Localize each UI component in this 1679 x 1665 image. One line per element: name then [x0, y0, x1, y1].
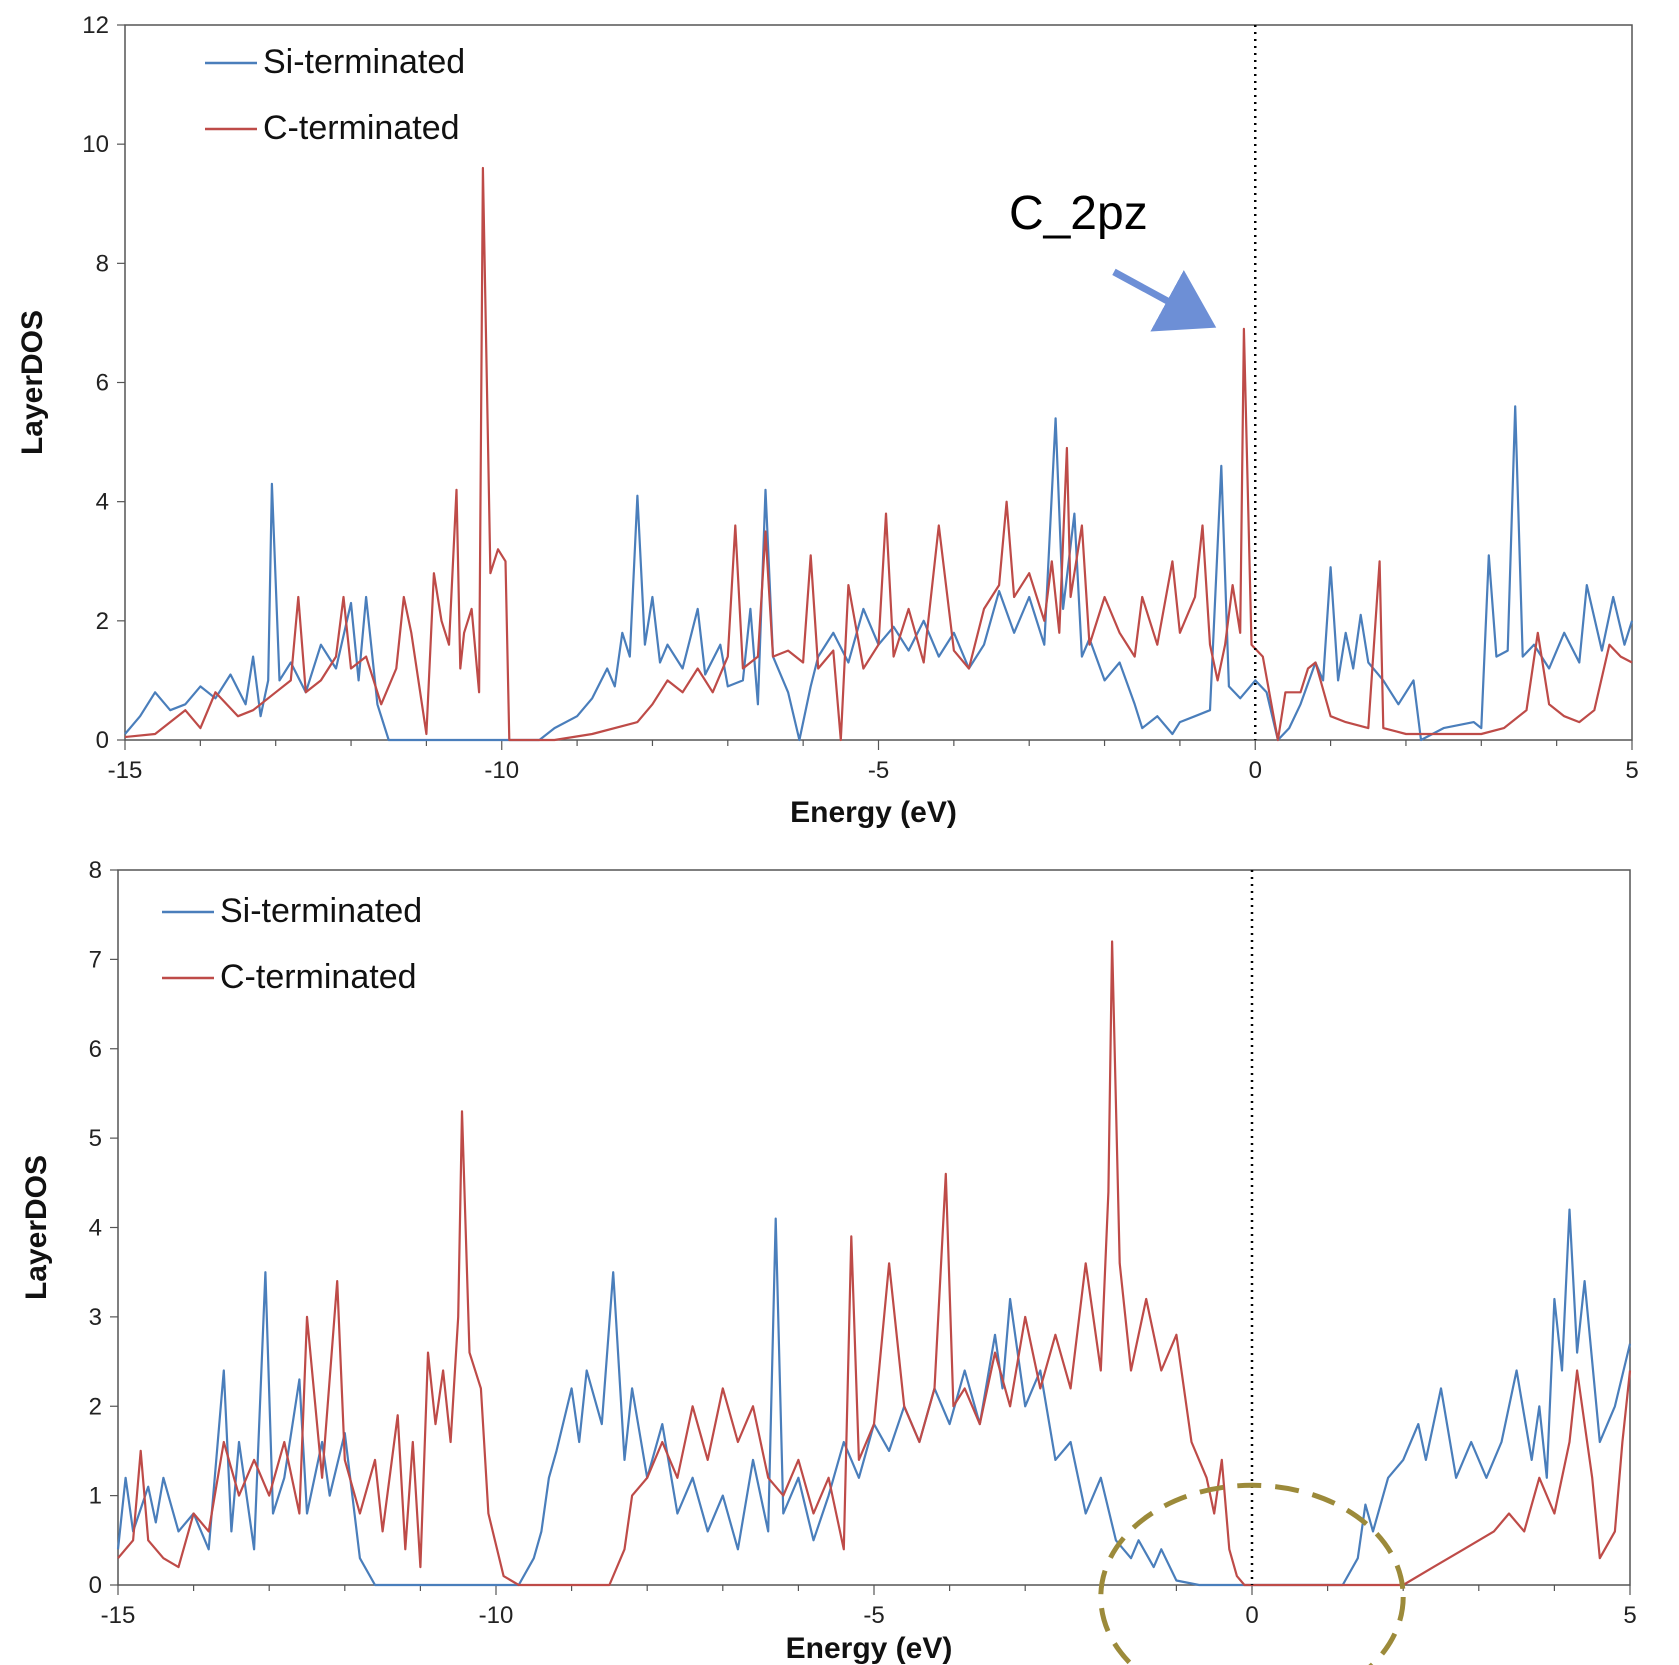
legend-label-c: C-terminated	[263, 109, 460, 147]
x-axis-title: Energy (eV)	[790, 796, 957, 829]
y-tick-label: 2	[96, 608, 109, 635]
bottom-panel: -15 -10 -5 0 5 0 1 2 3 4 5 6 7 8 Energy (eV) LayerDOS…	[20, 857, 1637, 1665]
y-tick-label: 4	[89, 1215, 102, 1242]
y-tick-label: 7	[89, 946, 102, 973]
top-panel: -15 -10 -5 0 5 0 2 4 6 8 10 12 Energy (eV) LayerDOS…	[16, 12, 1639, 829]
y-tick-label: 0	[96, 727, 109, 754]
band-gap-highlight-ellipse	[1098, 1482, 1406, 1665]
legend-label-si: Si-terminated	[220, 892, 422, 930]
x-tick-label: -15	[108, 757, 143, 784]
x-tick-label: 5	[1623, 1602, 1636, 1629]
x-tick-label: 0	[1249, 757, 1262, 784]
x-tick-label: -5	[868, 757, 889, 784]
legend-label-si: Si-terminated	[263, 43, 465, 81]
series-line-c	[124, 166, 1633, 742]
axis-ticks	[110, 869, 1631, 1595]
x-tick-label: 5	[1625, 757, 1638, 784]
series-layer	[116, 940, 1632, 1587]
x-tick-label: 0	[1245, 1602, 1258, 1629]
x-tick-label: -10	[479, 1602, 514, 1629]
y-tick-label: 8	[89, 857, 102, 884]
x-tick-label: -5	[863, 1602, 884, 1629]
x-axis-title: Energy (eV)	[786, 1632, 953, 1665]
y-tick-label: 8	[96, 250, 109, 277]
y-tick-label: 0	[89, 1572, 102, 1599]
legend: Si-terminated C-terminated	[205, 43, 465, 147]
y-tick-label: 2	[89, 1393, 102, 1420]
annotation-arrow	[1112, 268, 1217, 332]
y-tick-label: 1	[89, 1483, 102, 1510]
x-tick-label: -15	[101, 1602, 136, 1629]
series-line-c	[117, 940, 1632, 1587]
y-axis-title: LayerDOS	[20, 1155, 53, 1300]
y-axis-title: LayerDOS	[16, 310, 49, 455]
series-line-si	[124, 405, 1634, 742]
y-tick-label: 12	[82, 12, 109, 39]
y-tick-label: 4	[96, 489, 109, 516]
series-line-si	[116, 1208, 1632, 1587]
y-tick-label: 3	[89, 1304, 102, 1331]
series-layer	[124, 166, 1634, 742]
axis-ticks	[117, 24, 1633, 750]
tick-labels: -15 -10 -5 0 5 0 1 2 3 4 5 6 7 8	[89, 857, 1637, 1629]
y-tick-label: 6	[89, 1036, 102, 1063]
legend: Si-terminated C-terminated	[162, 892, 422, 996]
tick-labels: -15 -10 -5 0 5 0 2 4 6 8 10 12	[82, 12, 1638, 784]
y-tick-label: 5	[89, 1125, 102, 1152]
legend-label-c: C-terminated	[220, 958, 417, 996]
y-tick-label: 6	[96, 370, 109, 397]
x-tick-label: -10	[484, 757, 519, 784]
y-tick-label: 10	[82, 131, 109, 158]
c2pz-annotation: C_2pz	[1009, 187, 1148, 240]
